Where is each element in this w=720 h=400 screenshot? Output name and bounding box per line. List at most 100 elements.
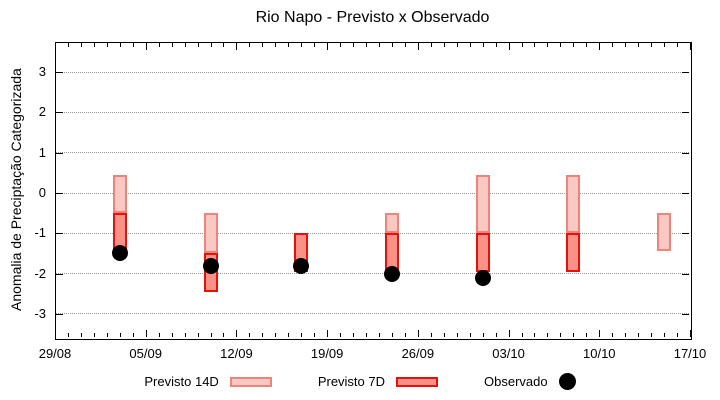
x-minor-tick [664,43,666,47]
y-tick [56,233,63,235]
gridline-y-1 [56,232,689,234]
legend-item-previsto-7d: Previsto 7D [318,374,439,389]
x-minor-tick [184,333,186,337]
x-tick-label: 12/09 [220,346,253,361]
point-observado-17-09 [293,257,310,274]
gridline-y2 [56,111,689,113]
y-tick-label: -1 [34,225,46,241]
y-tick [682,112,689,114]
x-minor-tick [495,43,497,47]
x-minor-tick [612,43,614,47]
x-minor-tick [573,43,575,47]
x-minor-tick [288,43,290,47]
x-minor-tick [119,333,121,337]
x-minor-tick [404,43,406,47]
x-minor-tick [366,333,368,337]
x-minor-tick [288,333,290,337]
x-minor-tick [404,333,406,337]
x-minor-tick [651,333,653,337]
x-minor-tick [197,43,199,47]
gridline-y-2 [56,273,689,275]
y-tick-label: 0 [38,185,46,201]
x-tick-label: 26/09 [401,346,435,361]
x-minor-tick [262,333,264,337]
x-minor-tick [210,333,212,337]
y-tick-label: 3 [38,64,46,80]
bar-previsto-14d-10-09 [203,213,218,254]
x-minor-tick [249,43,251,47]
x-minor-tick [664,333,666,337]
x-minor-tick [443,333,445,337]
x-minor-tick [456,333,458,337]
x-minor-tick [119,43,121,47]
legend-label-previsto-14d: Previsto 14D [144,374,219,389]
x-tick-label: 29/08 [38,346,72,361]
y-tick-label: 2 [38,104,46,120]
x-minor-tick [249,333,251,337]
x-minor-tick [275,333,277,337]
x-minor-tick [638,333,640,337]
x-minor-tick [158,333,160,337]
x-minor-tick [353,333,355,337]
x-minor-tick [534,333,536,337]
x-minor-tick [67,333,69,337]
gridline-y0 [56,192,689,194]
x-minor-tick [586,333,588,337]
x-minor-tick [469,43,471,47]
x-tick-label: 19/09 [310,346,344,361]
x-tick [690,43,691,50]
y-tick [56,72,63,74]
bar-previsto-7d-01-10 [475,233,490,272]
gridline-y3 [56,71,689,73]
x-tick [690,330,691,337]
x-minor-tick [93,333,95,337]
x-minor-tick [677,333,679,337]
gridline-y-3 [56,313,689,315]
x-minor-tick [391,43,393,47]
bar-previsto-7d-08-10 [566,233,581,272]
x-minor-tick [521,43,523,47]
x-minor-tick [638,43,640,47]
x-tick [236,43,238,50]
x-minor-tick [560,333,562,337]
x-tick [327,330,329,337]
x-tick [508,43,510,50]
x-minor-tick [456,43,458,47]
y-tick [56,313,63,315]
x-tick [236,330,238,337]
x-tick [599,43,601,50]
x-minor-tick [210,43,212,47]
x-minor-tick [171,333,173,337]
bar-previsto-14d-01-10 [475,174,490,234]
x-minor-tick [223,43,225,47]
x-minor-tick [521,333,523,337]
x-minor-tick [106,43,108,47]
x-minor-tick [262,43,264,47]
legend-item-observado: Observado [484,373,576,390]
y-tick [682,152,689,154]
y-tick [682,193,689,195]
x-minor-tick [301,43,303,47]
x-tick [145,330,147,337]
x-minor-tick [378,43,380,47]
x-minor-tick [106,333,108,337]
x-tick [599,330,601,337]
x-minor-tick [353,43,355,47]
x-minor-tick [547,43,549,47]
x-tick [145,43,147,50]
y-tick [682,313,689,315]
y-tick [56,152,63,154]
x-tick [417,43,419,50]
x-minor-tick [430,43,432,47]
x-minor-tick [314,333,316,337]
bar-previsto-14d-24-09 [384,213,399,234]
x-minor-tick [158,43,160,47]
x-minor-tick [171,43,173,47]
x-tick-label: 17/10 [673,346,707,361]
x-minor-tick [340,43,342,47]
x-minor-tick [547,333,549,337]
x-minor-tick [586,43,588,47]
x-minor-tick [612,333,614,337]
x-minor-tick [378,333,380,337]
